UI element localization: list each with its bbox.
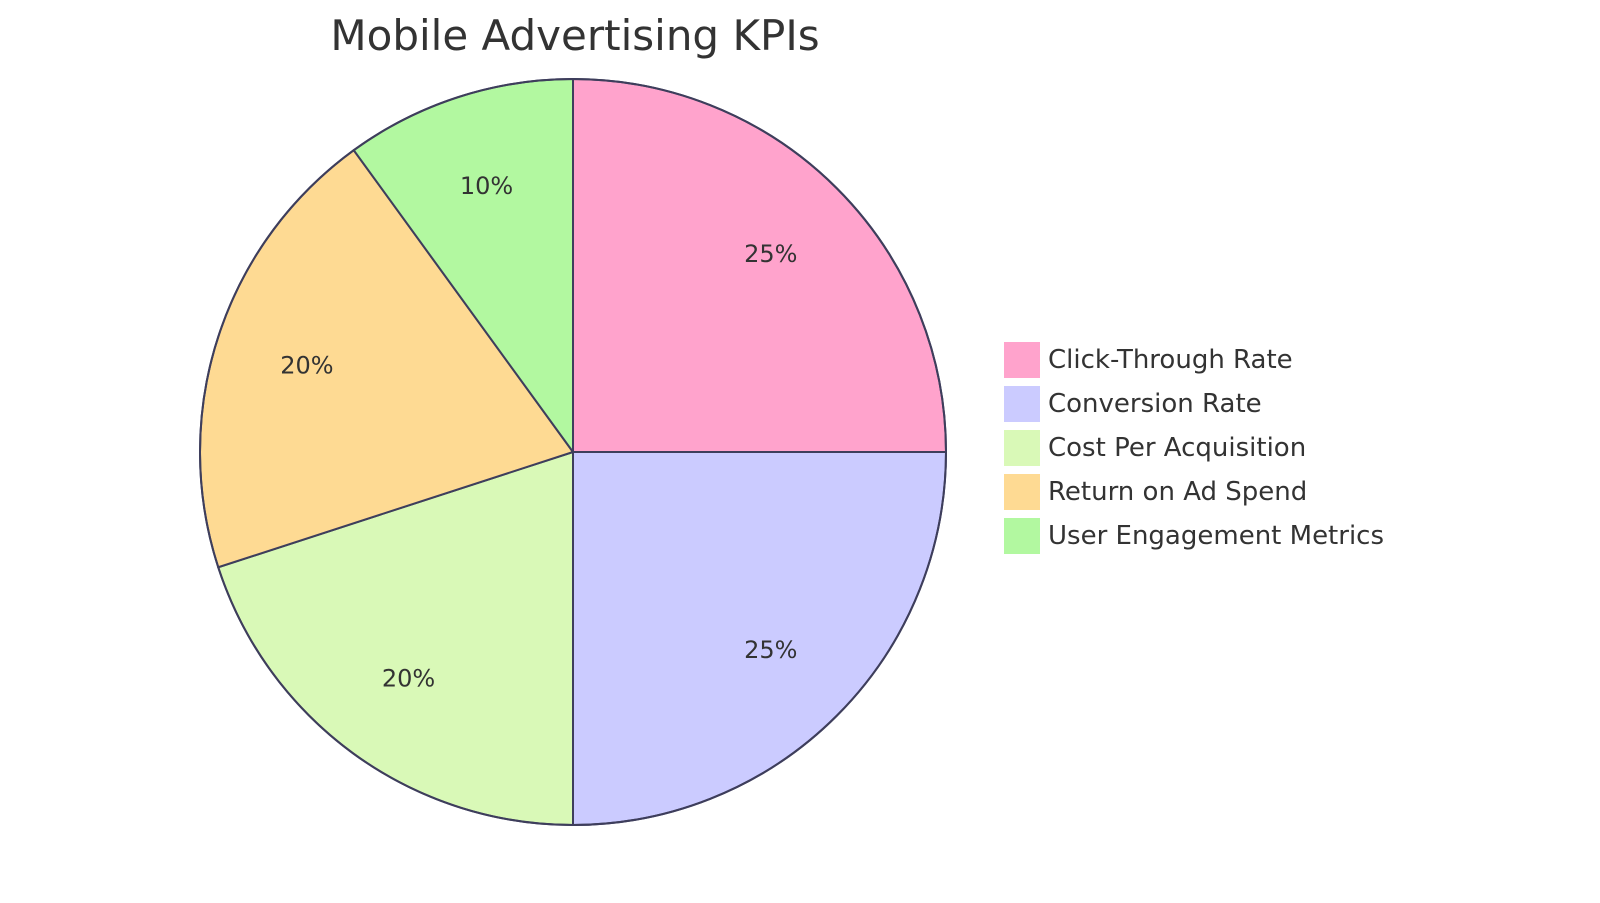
legend-label-click-through-rate: Click-Through Rate — [1048, 345, 1293, 375]
slice-label-click-through-rate: 25% — [744, 240, 797, 268]
pie-outline — [199, 78, 947, 826]
legend-swatch-user-engagement-metrics — [1004, 518, 1040, 554]
slice-label-return-on-ad-spend: 20% — [280, 352, 333, 380]
legend-label-user-engagement-metrics: User Engagement Metrics — [1048, 521, 1384, 551]
pie-slices — [199, 77, 948, 827]
legend-swatch-cost-per-acquisition — [1004, 430, 1040, 466]
slice-label-conversion-rate: 25% — [744, 636, 797, 664]
slice-label-cost-per-acquisition: 20% — [382, 664, 435, 692]
legend-swatch-conversion-rate — [1004, 386, 1040, 422]
legend-label-conversion-rate: Conversion Rate — [1048, 389, 1262, 419]
legend: Click-Through Rate Conversion Rate Cost Pe… — [1004, 342, 1384, 554]
legend-label-return-on-ad-spend: Return on Ad Spend — [1048, 477, 1307, 507]
pie-slice-labels: 25% 25% 20% 20% 10% — [280, 172, 797, 692]
legend-swatch-return-on-ad-spend — [1004, 474, 1040, 510]
slice-label-user-engagement-metrics: 10% — [460, 172, 513, 200]
legend-swatch-click-through-rate — [1004, 342, 1040, 378]
legend-label-cost-per-acquisition: Cost Per Acquisition — [1048, 433, 1306, 463]
chart-title: Mobile Advertising KPIs — [330, 11, 819, 60]
